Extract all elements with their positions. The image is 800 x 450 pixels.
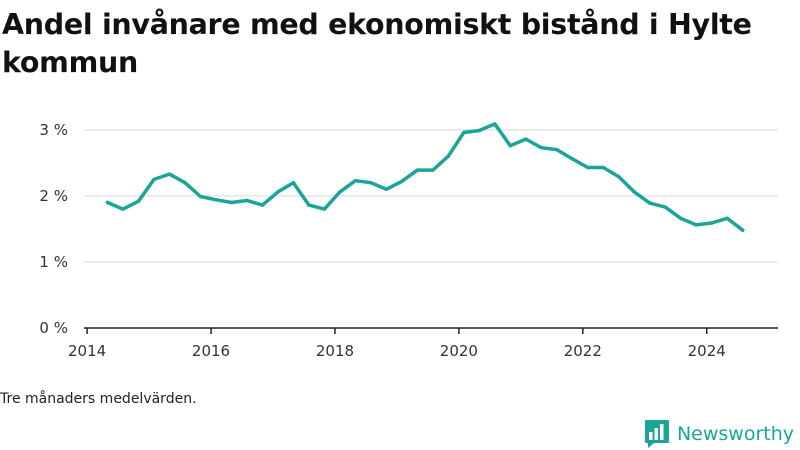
data-point[interactable]	[322, 207, 327, 211]
data-point[interactable]	[167, 172, 172, 176]
data-point[interactable]	[586, 165, 590, 170]
data-point[interactable]	[462, 130, 466, 135]
data-point[interactable]	[663, 205, 667, 209]
x-tick-label: 2018	[316, 342, 354, 360]
data-point[interactable]	[214, 198, 218, 202]
data-point[interactable]	[291, 181, 296, 185]
line-chart: 0 % 1 % 2 % 3 % 2014 2016 2018 2020 2022 2024	[39, 121, 778, 360]
data-point[interactable]	[493, 122, 497, 126]
x-tick-label: 2024	[688, 342, 726, 360]
data-point[interactable]	[679, 216, 683, 220]
y-tick-label: 1 %	[39, 253, 68, 271]
data-point[interactable]	[725, 216, 729, 220]
data-point[interactable]	[307, 203, 311, 207]
data-point[interactable]	[369, 181, 373, 185]
data-point[interactable]	[508, 144, 512, 148]
data-point[interactable]	[384, 187, 389, 191]
data-point[interactable]	[524, 137, 528, 141]
x-tick-label: 2022	[564, 342, 602, 360]
data-point[interactable]	[431, 168, 435, 172]
data-point[interactable]	[741, 228, 745, 232]
data-point[interactable]	[601, 165, 605, 170]
data-point[interactable]	[539, 146, 543, 150]
newsworthy-brand-name: Newsworthy	[676, 423, 794, 445]
data-point[interactable]	[105, 200, 110, 205]
data-point[interactable]	[121, 207, 125, 211]
data-point[interactable]	[648, 201, 652, 205]
series-layer	[105, 122, 745, 232]
x-tick-label: 2016	[192, 342, 230, 360]
data-point[interactable]	[245, 198, 249, 203]
data-point[interactable]	[632, 190, 636, 194]
newsworthy-logo[interactable]: Newsworthy	[644, 419, 794, 449]
y-tick-label: 2 %	[39, 187, 68, 205]
footnote: Tre månaders medelvärden.	[0, 391, 197, 407]
data-point[interactable]	[710, 221, 714, 225]
gridlines: 0 % 1 % 2 % 3 %	[39, 121, 778, 337]
x-tick-label: 2020	[440, 342, 478, 360]
data-point[interactable]	[570, 157, 574, 161]
series-line	[105, 122, 745, 232]
data-point[interactable]	[276, 190, 280, 194]
data-point[interactable]	[694, 223, 698, 227]
chart-title: Andel invånare med ekonomiskt bistånd i …	[2, 8, 752, 79]
data-point[interactable]	[617, 175, 621, 179]
data-point[interactable]	[198, 194, 203, 199]
data-point[interactable]	[229, 200, 234, 205]
data-point[interactable]	[415, 168, 420, 172]
y-tick-label: 0 %	[39, 319, 68, 337]
data-point[interactable]	[183, 181, 187, 185]
data-point[interactable]	[555, 147, 559, 152]
data-point[interactable]	[338, 190, 342, 194]
y-tick-label: 3 %	[39, 121, 68, 139]
data-point[interactable]	[260, 203, 265, 207]
data-point[interactable]	[353, 179, 358, 183]
newsworthy-logo-icon	[644, 420, 669, 448]
data-point[interactable]	[446, 154, 450, 158]
x-axis: 2014 2016 2018 2020 2022 2024	[68, 327, 778, 360]
data-point[interactable]	[152, 177, 156, 182]
data-point[interactable]	[477, 128, 481, 133]
data-point[interactable]	[400, 179, 404, 183]
data-point[interactable]	[136, 199, 141, 203]
x-tick-label: 2014	[68, 342, 106, 360]
